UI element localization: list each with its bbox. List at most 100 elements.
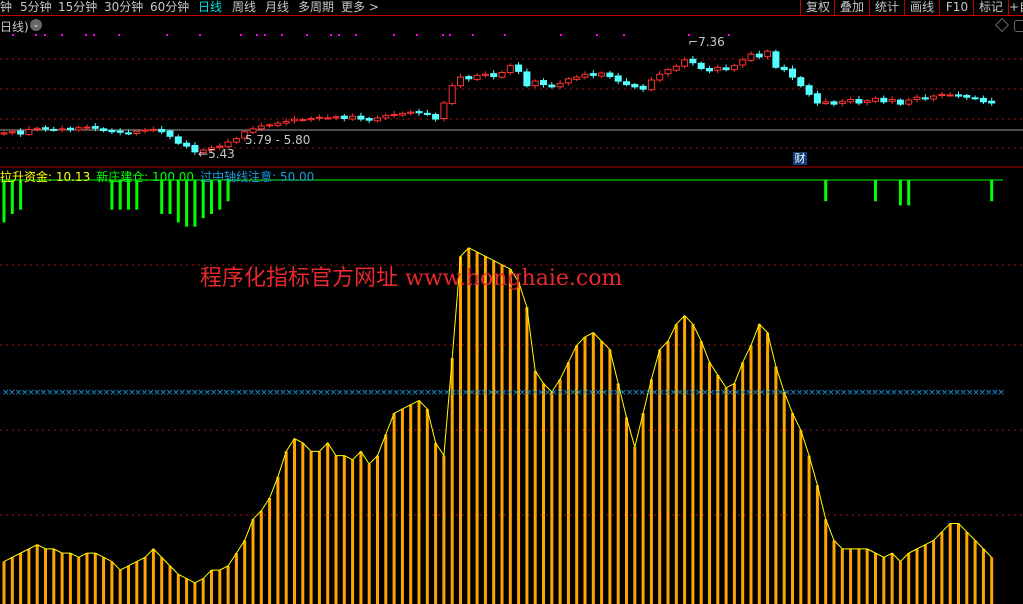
chevron-down-icon[interactable]: ⌄ xyxy=(30,19,42,31)
axis-mark: × xyxy=(777,388,785,398)
candle-body xyxy=(440,102,448,119)
axis-mark: × xyxy=(2,388,10,398)
candle-body xyxy=(208,147,215,151)
axis-mark: × xyxy=(632,388,640,398)
candle-body xyxy=(8,131,16,134)
period-label: 日线) xyxy=(0,20,29,34)
lift-funds-bar xyxy=(85,553,89,604)
axis-mark: × xyxy=(430,388,438,398)
accumulation-bar xyxy=(160,180,164,214)
lift-funds-bar xyxy=(625,417,628,604)
candle-body xyxy=(623,81,630,86)
lift-funds-bar xyxy=(60,553,64,604)
candle-body xyxy=(83,126,91,129)
accumulation-bar xyxy=(824,180,828,202)
axis-mark: × xyxy=(802,388,810,398)
scroll-toggle[interactable] xyxy=(1014,20,1023,32)
lift-funds-bar xyxy=(849,548,853,604)
toolbar-button-6[interactable]: +自 xyxy=(1008,0,1023,15)
candle-body xyxy=(33,127,41,130)
axis-mark: × xyxy=(645,388,653,398)
lift-funds-bar xyxy=(550,392,554,604)
axis-mark: × xyxy=(172,388,180,398)
period-tab-0[interactable]: 钟 xyxy=(0,0,13,14)
lift-funds-bar xyxy=(708,362,711,604)
period-tab-1[interactable]: 5分钟 xyxy=(20,0,52,14)
axis-mark: × xyxy=(449,388,457,398)
toolbar-button-2[interactable]: 统计 xyxy=(869,0,904,15)
axis-mark: × xyxy=(197,388,205,398)
lift-funds-bar xyxy=(815,485,819,604)
lift-funds-bar xyxy=(135,561,139,604)
candle-body xyxy=(772,51,780,68)
lift-funds-bar xyxy=(666,341,670,604)
lift-funds-bar xyxy=(973,540,977,604)
candle-body xyxy=(50,128,58,131)
lift-funds-bar xyxy=(932,540,936,604)
period-tab-8[interactable]: 多周期 xyxy=(298,0,335,14)
range-label: 5.79 - 5.80 xyxy=(245,133,311,147)
axis-mark: × xyxy=(733,388,741,398)
candle-body xyxy=(133,130,141,134)
candle-body xyxy=(531,80,539,87)
candle-body xyxy=(523,71,531,87)
finance-badge[interactable]: 财 xyxy=(793,152,807,165)
axis-mark: × xyxy=(292,388,300,398)
candle-body xyxy=(789,68,796,78)
axis-mark: × xyxy=(682,388,690,398)
top-marker xyxy=(240,34,242,36)
candle-body xyxy=(125,132,132,135)
toolbar-button-0[interactable]: 复权 xyxy=(800,0,835,15)
toolbar-button-1[interactable]: 叠加 xyxy=(834,0,869,15)
axis-mark: × xyxy=(286,388,294,398)
period-tab-6[interactable]: 周线 xyxy=(232,0,257,14)
axis-mark: × xyxy=(15,388,23,398)
lift-funds-bar xyxy=(981,548,985,604)
toolbar-button-4[interactable]: F10 xyxy=(939,0,974,15)
axis-mark: × xyxy=(52,388,60,398)
axis-mark: × xyxy=(651,388,659,398)
period-tab-3[interactable]: 30分钟 xyxy=(104,0,144,14)
lift-funds-bar xyxy=(210,570,213,604)
top-marker xyxy=(623,34,625,36)
axis-mark: × xyxy=(897,388,905,398)
candle-body xyxy=(0,132,8,135)
period-tab-5[interactable]: 日线 xyxy=(198,0,223,14)
axis-mark: × xyxy=(563,388,571,398)
axis-mark: × xyxy=(525,388,533,398)
candle-body xyxy=(457,76,464,87)
candle-body xyxy=(830,101,838,105)
lift-funds-bar xyxy=(2,561,6,604)
period-tab-9[interactable]: 更多 > xyxy=(341,0,379,14)
axis-mark: × xyxy=(575,388,583,398)
candle-body xyxy=(805,85,813,95)
accumulation-bar xyxy=(898,180,902,206)
candle-body xyxy=(656,73,664,81)
candle-body xyxy=(847,99,855,103)
lift-funds-bar xyxy=(467,247,471,604)
candle-body xyxy=(116,130,124,133)
period-tab-2[interactable]: 15分钟 xyxy=(58,0,98,14)
axis-mark: × xyxy=(808,388,816,398)
axis-mark: × xyxy=(752,388,760,398)
candle-body xyxy=(722,67,730,71)
candle-body xyxy=(199,149,207,153)
axis-mark: × xyxy=(380,388,388,398)
toolbar-button-3[interactable]: 画线 xyxy=(904,0,939,15)
candle-body xyxy=(17,130,25,135)
low-price-value: 5.43 xyxy=(208,147,235,161)
lift-funds-bar xyxy=(251,519,255,604)
arrow-icon: ⌐ xyxy=(688,35,699,49)
toolbar-button-5[interactable]: 标记 xyxy=(973,0,1008,15)
lift-funds-bar xyxy=(923,544,927,604)
axis-mark: × xyxy=(191,388,199,398)
axis-mark: × xyxy=(21,388,29,398)
candle-body xyxy=(689,58,697,64)
period-tab-4[interactable]: 60分钟 xyxy=(150,0,190,14)
period-tab-7[interactable]: 月线 xyxy=(265,0,290,14)
candle-body xyxy=(681,59,689,67)
lift-funds-bar xyxy=(940,531,944,604)
candle-body xyxy=(25,128,33,136)
top-marker xyxy=(256,34,258,36)
